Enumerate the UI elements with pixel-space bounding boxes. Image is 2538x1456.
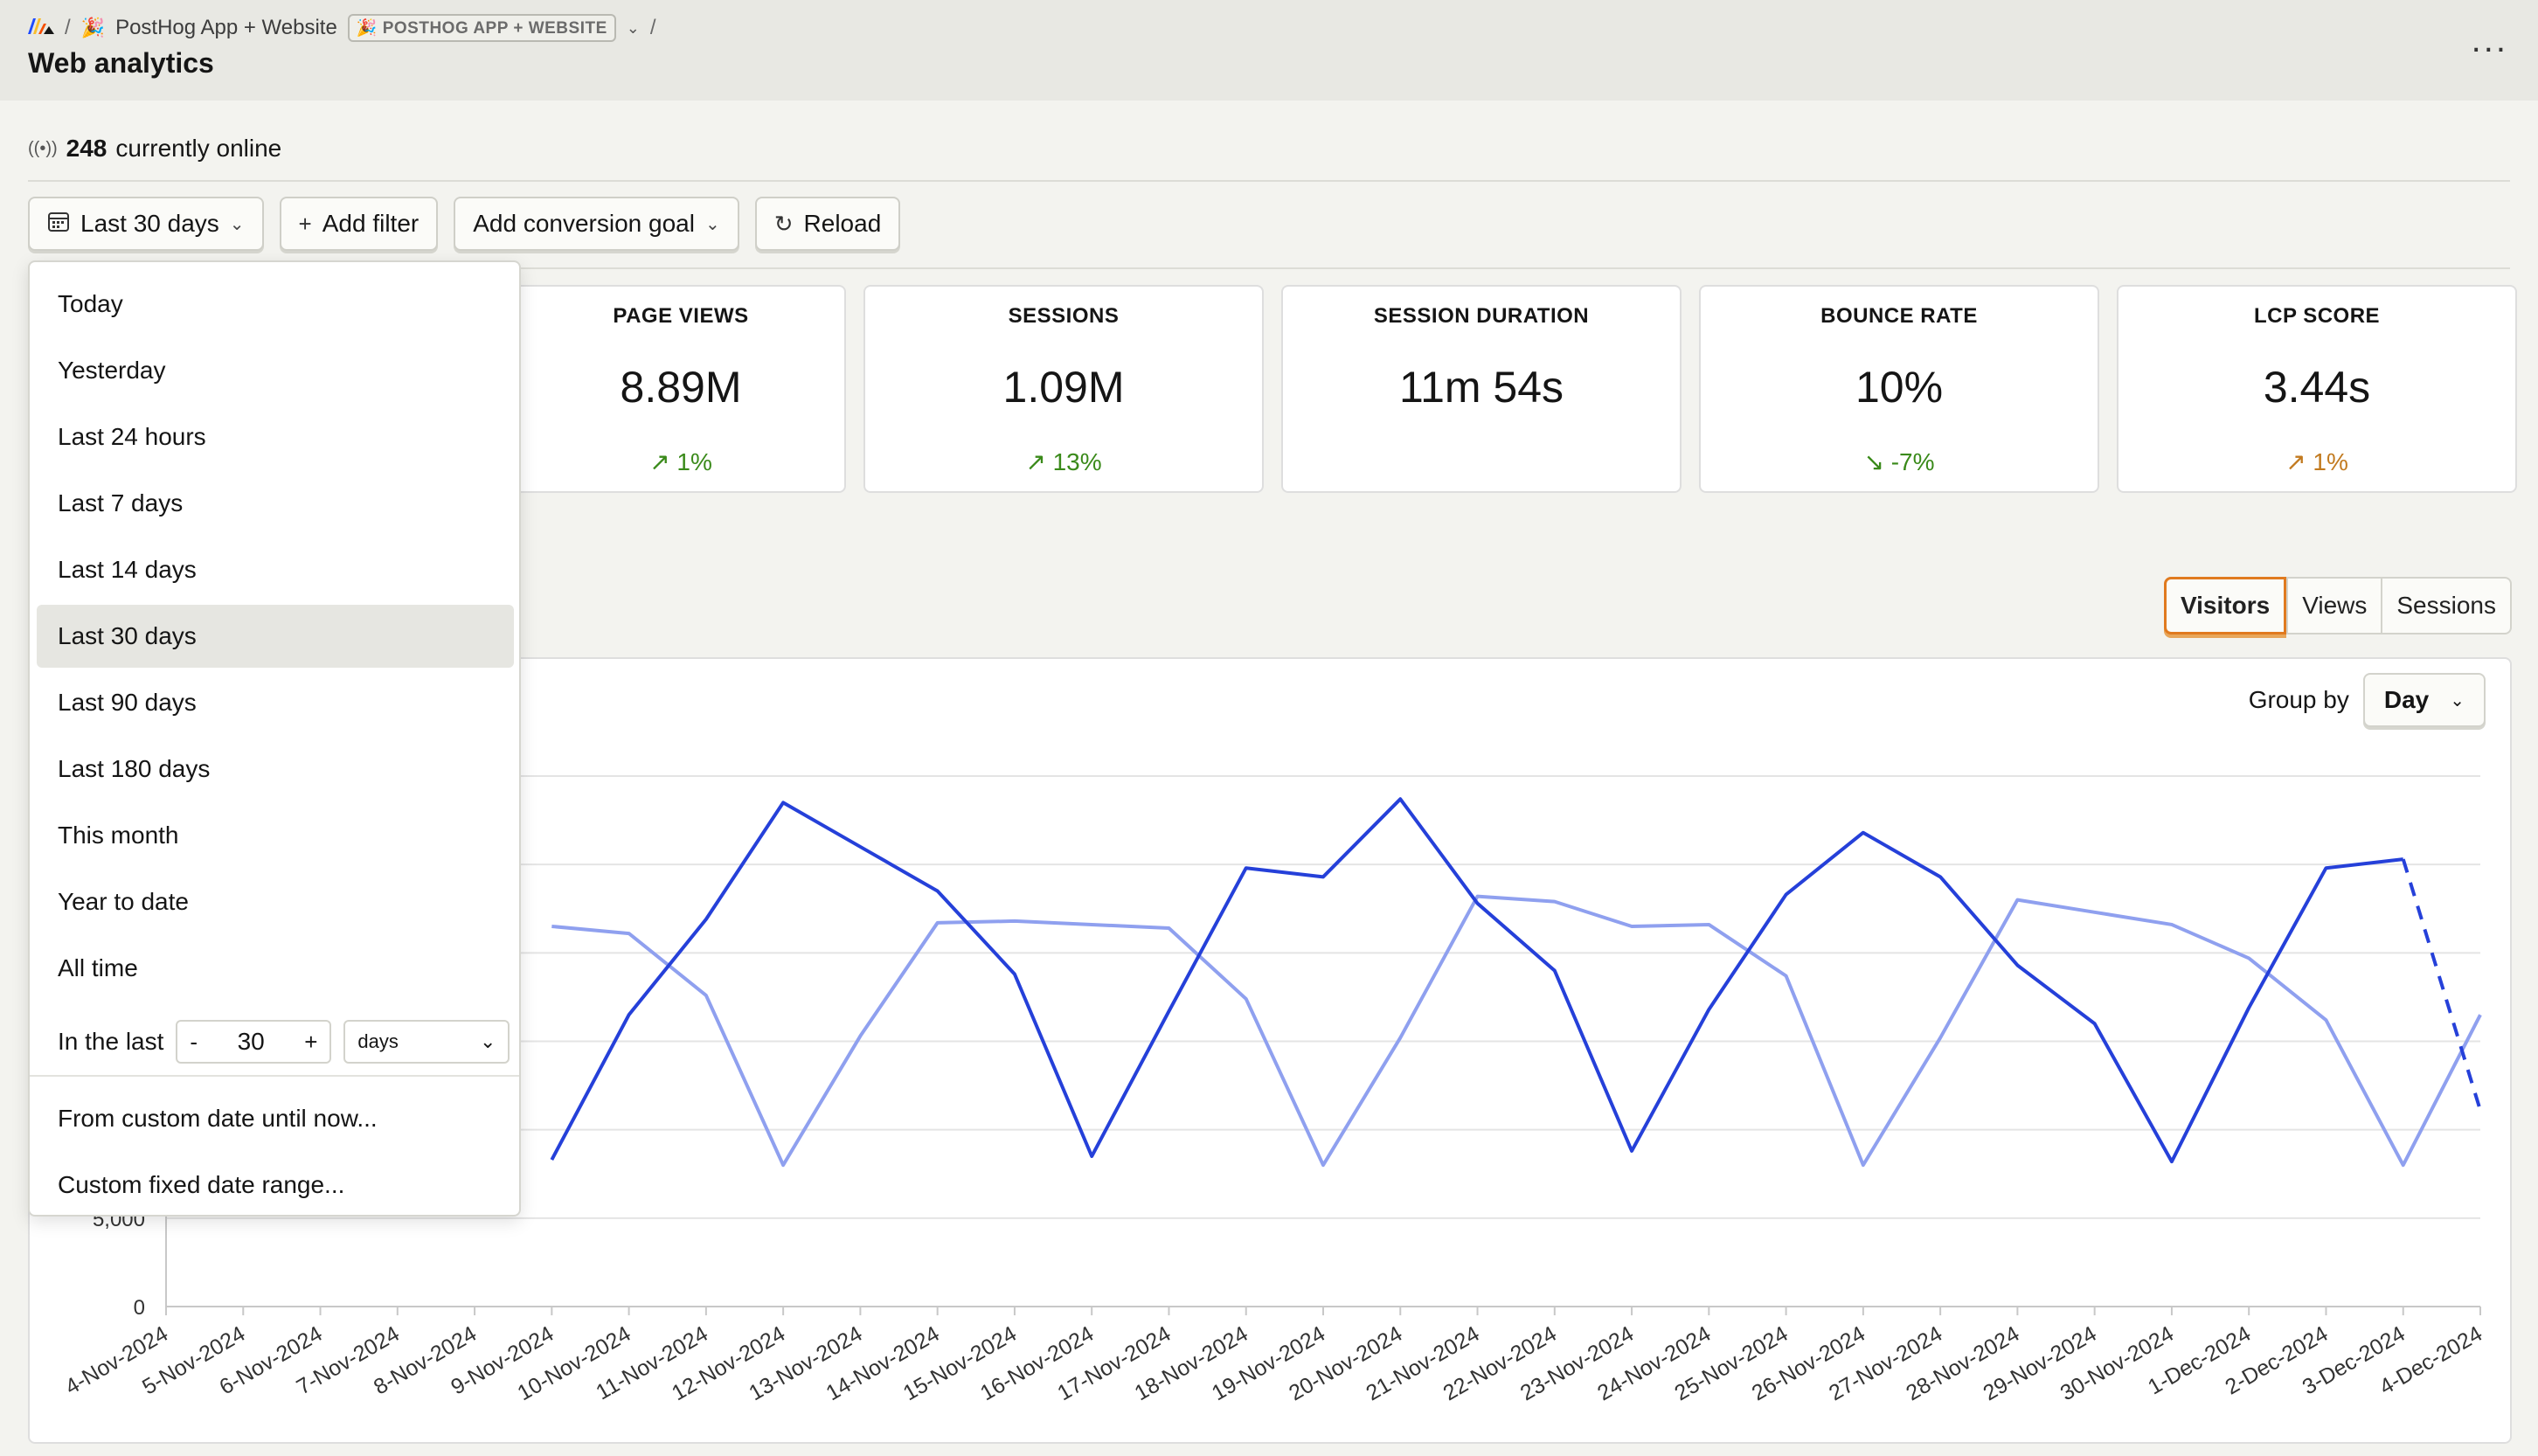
date-option-last-24-hours[interactable]: Last 24 hours [58,423,206,450]
series-line-0 [550,797,2403,1164]
kpi-value: 10% [1855,363,1944,412]
date-option-last-90-days[interactable]: Last 90 days [58,689,197,716]
unit-select[interactable]: days ⌄ [343,1020,510,1064]
reload-button[interactable]: ↻ Reload [754,197,901,251]
kpi-card-page-views: PAGE VIEWS 8.89M ↗ 1% [517,285,846,493]
add-filter-label: Add filter [322,210,420,237]
tab-visitors[interactable]: Visitors [2163,577,2287,634]
kpi-change-value: 13% [1052,448,1102,475]
series-line-0-incomplete [2401,858,2482,1111]
group-by-label: Group by [2248,686,2349,713]
date-option-last-14-days[interactable]: Last 14 days [58,556,197,583]
kpi-row: PAGE VIEWS 8.89M ↗ 1% SESSIONS 1.09M ↗ 1… [517,285,2517,493]
add-conversion-goal-label: Add conversion goal [473,210,695,237]
project-emoji-icon: 🎉 [80,17,106,38]
posthog-logo-icon[interactable] [28,16,54,40]
project-badge[interactable]: 🎉 POSTHOG APP + WEBSITE [347,14,616,42]
decrement-button[interactable]: - [190,1028,198,1055]
quantity-value[interactable]: 30 [237,1028,265,1055]
in-the-last-row: In the last - 30 + days ⌄ [37,1012,514,1071]
kpi-label: SESSIONS [1008,304,1120,328]
online-label: currently online [115,135,282,162]
kpi-change: ↗ 13% [865,447,1262,476]
date-option-today[interactable]: Today [58,290,123,317]
chevron-down-icon: ⌄ [479,1030,496,1052]
kpi-label: SESSION DURATION [1373,304,1590,328]
reload-label: Reload [803,210,882,237]
breadcrumb-separator: / [65,16,71,39]
kpi-value: 1.09M [1002,363,1125,412]
toolbar: Last 30 days ⌄ + Add filter Add conversi… [28,197,901,251]
date-option-last-30-days[interactable]: Last 30 days [37,605,514,668]
date-range-label: Last 30 days [80,210,219,237]
divider [28,180,2510,182]
breadcrumb: / 🎉 PostHog App + Website 🎉 POSTHOG APP … [28,14,656,42]
date-option-last-7-days[interactable]: Last 7 days [58,489,184,517]
kpi-card-sessions: SESSIONS 1.09M ↗ 13% [863,285,1264,493]
trend-up-icon: ↗ [1025,448,1053,475]
group-by: Group by Day ⌄ [2249,673,2486,727]
kpi-change: ↗ 1% [2118,447,2515,476]
group-by-value: Day [2383,686,2430,713]
kpi-card-lcp-score: LCP SCORE 3.44s ↗ 1% [2117,285,2517,493]
chevron-down-icon: ⌄ [704,214,720,234]
kpi-change-value: -7% [1890,448,1935,475]
date-option-year-to-date[interactable]: Year to date [58,888,189,915]
kpi-card-bounce-rate: BOUNCE RATE 10% ↘ -7% [1699,285,2099,493]
kpi-value: 8.89M [620,363,742,412]
live-signal-icon: ((•)) [28,138,58,158]
divider [28,267,2510,269]
date-option-yesterday[interactable]: Yesterday [58,357,166,384]
top-bar: / 🎉 PostHog App + Website 🎉 POSTHOG APP … [0,0,2538,101]
breadcrumb-separator: / [649,16,656,39]
series-line-1 [551,894,2482,1168]
divider [30,1075,519,1077]
date-option-this-month[interactable]: This month [58,822,179,849]
kpi-change-value: 1% [676,448,712,475]
kpi-change-value: 1% [2313,448,2348,475]
add-conversion-goal-button[interactable]: Add conversion goal ⌄ [454,197,739,251]
chevron-down-icon[interactable]: ⌄ [626,18,640,37]
kpi-label: BOUNCE RATE [1820,304,1978,328]
quantity-stepper[interactable]: - 30 + [176,1020,332,1064]
y-tick-label: 0 [134,1296,145,1320]
page-title: Web analytics [28,47,214,79]
chart-metric-tabs: Visitors Views Sessions [2163,577,2512,634]
add-filter-button[interactable]: + Add filter [279,197,439,251]
kpi-change: ↗ 1% [517,447,844,476]
date-option-custom-until-now[interactable]: From custom date until now... [58,1105,378,1132]
calendar-icon [47,210,70,239]
trend-up-icon: ↗ [2285,448,2313,475]
kpi-card-session-duration: SESSION DURATION 11m 54s [1281,285,1682,493]
kpi-change: ↘ -7% [1701,447,2098,476]
group-by-select[interactable]: Day ⌄ [2362,673,2486,727]
date-option-last-180-days[interactable]: Last 180 days [58,755,211,782]
date-option-custom-fixed-range[interactable]: Custom fixed date range... [58,1171,345,1198]
tab-views[interactable]: Views [2286,577,2383,634]
kpi-value: 3.44s [2263,363,2371,412]
chevron-down-icon: ⌄ [2450,690,2465,711]
chevron-down-icon: ⌄ [229,214,245,234]
increment-button[interactable]: + [304,1028,318,1055]
kpi-label: PAGE VIEWS [613,304,749,328]
kpi-value: 11m 54s [1398,363,1564,412]
date-range-button[interactable]: Last 30 days ⌄ [28,197,264,251]
date-option-all-time[interactable]: All time [58,954,138,981]
date-range-dropdown: Today Yesterday Last 24 hours Last 7 day… [28,260,521,1217]
online-count: 248 [66,135,107,162]
plus-icon: + [298,210,312,237]
trend-up-icon: ↗ [649,448,677,475]
tab-sessions[interactable]: Sessions [2382,577,2512,634]
project-badge-label: POSTHOG APP + WEBSITE [382,19,607,38]
unit-value: days [357,1030,399,1052]
reload-icon: ↻ [773,210,794,237]
kpi-label: LCP SCORE [2253,304,2381,328]
online-indicator: ((•)) 248 currently online [28,133,281,164]
in-the-last-label: In the last [58,1028,164,1055]
trend-down-icon: ↘ [1863,448,1891,475]
breadcrumb-project[interactable]: PostHog App + Website [115,16,337,39]
